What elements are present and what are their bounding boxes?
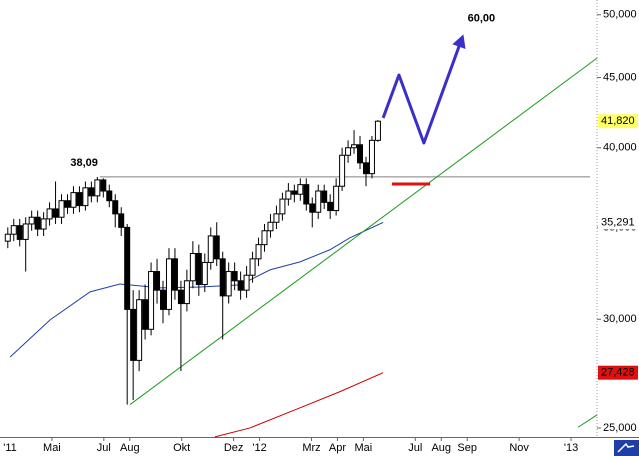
x-tick-label: Okt [173, 442, 190, 454]
price-marker-box [598, 114, 638, 129]
candle-body [255, 244, 262, 260]
candle-body [148, 271, 155, 330]
x-tick-label: Sep [457, 442, 477, 454]
candle-body [267, 221, 274, 232]
candle-body [351, 144, 358, 149]
candle-body [357, 144, 364, 164]
candle-body [58, 200, 65, 218]
candle-body [195, 252, 202, 286]
x-tick-label: Mai [355, 442, 373, 454]
candle-body [142, 299, 149, 330]
candle-body [154, 271, 161, 291]
candle-body [94, 179, 101, 197]
indicator-line [129, 57, 598, 405]
candle-body [339, 154, 346, 187]
candle-body [82, 187, 89, 207]
price-marker-box [598, 215, 638, 230]
candle-body [237, 280, 244, 291]
candle-body [34, 216, 41, 230]
candle-body [177, 289, 184, 305]
price-marker-box [598, 365, 638, 380]
candle-body [28, 216, 35, 225]
candle-body [321, 190, 328, 203]
candle-body [52, 208, 59, 218]
candle-body [213, 235, 220, 260]
x-tick-label: '13 [564, 442, 578, 454]
candle-body [285, 190, 292, 200]
candle-body [273, 213, 280, 223]
candle-body [291, 190, 298, 195]
candle-body [261, 230, 268, 246]
candle-body [249, 258, 256, 276]
candle-body [368, 139, 375, 175]
x-tick-label: '11 [3, 442, 17, 454]
candle-body [279, 198, 286, 215]
candle-body [46, 208, 53, 220]
candle-body [231, 271, 238, 282]
candle-body [345, 147, 352, 156]
x-tick-label: '12 [252, 442, 266, 454]
candle-body [106, 190, 113, 202]
x-tick-label: Mai [43, 442, 61, 454]
candle-body [243, 274, 250, 291]
y-tick-label: 30,000 [603, 313, 637, 325]
level-label: 38,09 [70, 157, 98, 169]
candle-body [70, 192, 77, 208]
candle-body [160, 289, 167, 310]
candle-body [374, 120, 381, 141]
price-marker-label: 41,820 [601, 115, 635, 127]
indicator-line [577, 414, 598, 428]
projection-path [381, 37, 464, 145]
candle-body [171, 258, 178, 291]
candle-body [219, 258, 226, 297]
candle-body [124, 226, 131, 310]
y-tick-label: 45,000 [603, 71, 637, 83]
candle-body [88, 187, 95, 197]
candle-body [201, 261, 208, 286]
candle-body [100, 179, 107, 192]
candle-body [112, 200, 119, 215]
candle-body [40, 218, 47, 230]
candle-body [297, 184, 304, 195]
candle-body [22, 223, 29, 240]
x-tick-label: Mrz [302, 442, 320, 454]
candle-body [303, 184, 310, 205]
x-tick-label: Aug [431, 442, 451, 454]
candle-body [327, 201, 334, 212]
price-marker-label: 27,428 [601, 367, 635, 379]
candle-body [362, 162, 369, 175]
candle-body [315, 190, 322, 213]
price-marker-label: 35,291 [601, 216, 635, 228]
y-tick-label: 50,000 [603, 9, 637, 21]
candle-body [189, 252, 196, 282]
candle-body [165, 258, 172, 310]
candle-body [136, 299, 143, 361]
projection-arrowhead [452, 34, 466, 50]
corner-icon [614, 440, 639, 456]
candle-body [309, 203, 316, 213]
indicator-line [214, 372, 384, 438]
candle-body [10, 225, 17, 235]
x-tick-label: Jul [97, 442, 111, 454]
x-tick-label: Apr [329, 442, 346, 454]
candle-body [130, 308, 137, 361]
candle-body [225, 271, 232, 297]
y-tick-label: 25,000 [603, 422, 637, 434]
x-tick-label: Aug [120, 442, 140, 454]
candle-body [76, 192, 83, 207]
projection-label: 60,00 [468, 12, 496, 24]
candle-body [333, 185, 340, 212]
candle-body [183, 280, 190, 305]
candle-body [118, 213, 125, 228]
y-tick-label: 40,000 [603, 142, 637, 154]
x-tick-label: Dez [224, 442, 244, 454]
x-tick-label: Nov [509, 442, 529, 454]
candle-body [4, 233, 11, 242]
candle-body [207, 235, 214, 263]
x-tick-label: Jul [408, 442, 422, 454]
candle-body [64, 200, 71, 208]
candle-body [16, 225, 23, 240]
